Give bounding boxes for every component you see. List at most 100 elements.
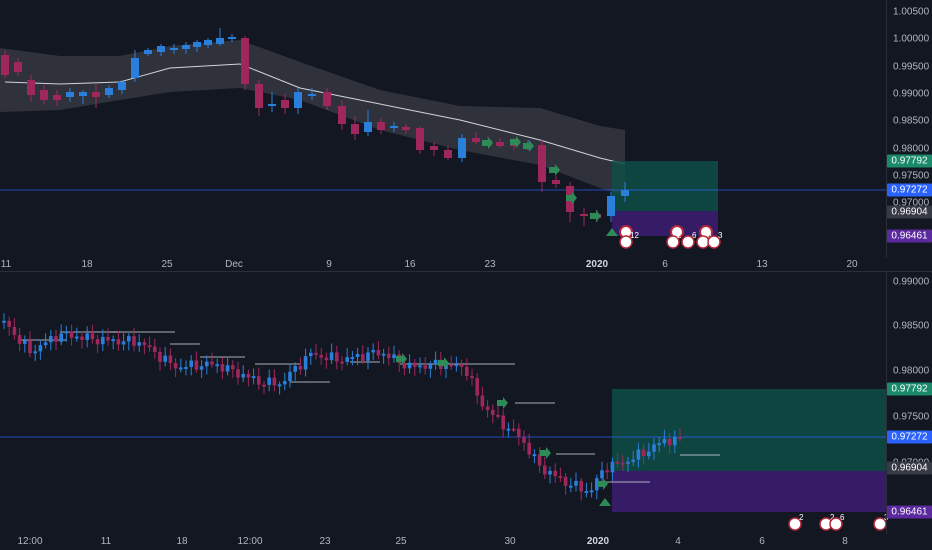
time-label: 6 (759, 536, 765, 547)
candle-body (335, 352, 339, 362)
time-label: 23 (319, 536, 331, 547)
candle-body (340, 361, 344, 364)
candle-body (673, 436, 677, 446)
candle-body (283, 381, 287, 385)
price-tick-label: 0.97000 (893, 197, 930, 209)
candle-body (621, 190, 629, 196)
price-tick-label: 1.00500 (893, 6, 930, 18)
candle-body (366, 352, 370, 361)
candle-body (387, 353, 391, 359)
calendar-event-icon (829, 517, 843, 531)
candle-body (303, 356, 308, 370)
candle-body (600, 470, 604, 479)
intraday-time-axis[interactable]: 12:00 11 18 12:00 23 25 30 2020 4 6 8 (0, 535, 886, 549)
signal-arrow-right (523, 140, 534, 152)
candle-body (1, 55, 9, 75)
candle-body (308, 94, 316, 96)
candle-body (189, 360, 193, 367)
candle-body (59, 333, 63, 342)
candle-body (351, 124, 359, 134)
time-label: 20 (846, 259, 858, 270)
calendar-event-icon (707, 235, 721, 249)
candle-body (605, 470, 609, 473)
candle-body (496, 142, 504, 146)
candle-body (53, 95, 61, 100)
time-label: 16 (404, 259, 416, 270)
candle-body (127, 336, 131, 342)
candle-body (459, 364, 464, 367)
profit-target-zone (612, 389, 886, 471)
candle-body (652, 444, 656, 452)
signal-arrow-right (396, 353, 407, 365)
signal-arrow-right (540, 447, 551, 459)
candle-body (168, 355, 173, 364)
candle-body (418, 365, 422, 368)
candle-body (522, 437, 526, 443)
candle-body (49, 336, 53, 343)
candle-body (105, 88, 113, 95)
candle-body (407, 362, 412, 369)
candle-body (27, 80, 35, 95)
candle-body (678, 436, 682, 439)
time-label: 12:00 (237, 536, 263, 547)
candle-body (163, 355, 167, 362)
candle-body (428, 364, 433, 369)
candle-body (552, 180, 560, 184)
candle-body (116, 339, 121, 345)
price-badge: 0.97792 (887, 154, 932, 168)
candle-body (491, 409, 495, 415)
price-badge: 0.97272 (887, 183, 932, 197)
time-label: 30 (504, 536, 516, 547)
daily-time-axis[interactable]: 11 18 25 Dec 9 16 23 2020 6 13 20 (0, 258, 886, 272)
candle-body (319, 354, 323, 358)
intraday-chart-pane[interactable]: 2263 0.990000.985000.980000.975000.97000… (0, 272, 932, 534)
candle-body (267, 377, 271, 385)
signal-arrow-up (606, 228, 618, 236)
candle-body (298, 365, 303, 370)
candle-body (364, 122, 372, 132)
pane-divider[interactable] (0, 271, 932, 272)
price-tick-label: 0.98000 (893, 143, 930, 155)
candle-body (90, 333, 95, 340)
time-label: 8 (842, 536, 848, 547)
candle-body (465, 366, 469, 377)
candle-body (23, 340, 27, 344)
moving-average-line (4, 63, 626, 165)
candle-body (95, 339, 100, 345)
time-label: 2020 (586, 536, 610, 547)
daily-candlestick-chart[interactable]: 12 2 6 6 3 (0, 0, 886, 258)
candle-body (402, 363, 407, 369)
candle-body (157, 46, 165, 52)
candle-body (277, 384, 282, 387)
candle-body (454, 364, 459, 367)
daily-chart-pane[interactable]: 12 2 6 6 3 1.00500 1.00000 0.99500 0.99000 0.985… (0, 0, 932, 258)
candle-body (64, 331, 69, 334)
price-tick-label: 0.98500 (893, 320, 930, 332)
event-count-label: 6 (840, 513, 845, 522)
intraday-candlestick-chart[interactable]: 2263 (0, 272, 889, 534)
candle-body (361, 353, 365, 361)
price-tick-label: 0.98500 (893, 115, 930, 127)
candle-body (204, 40, 212, 45)
candle-body (584, 491, 589, 494)
candle-body (173, 363, 178, 369)
candle-body (338, 106, 346, 124)
price-badge: 0.96904 (887, 205, 932, 219)
candle-body (532, 454, 537, 457)
candle-body (458, 138, 466, 158)
candle-body (268, 104, 276, 106)
candle-body (574, 480, 578, 486)
daily-price-axis[interactable] (886, 0, 932, 258)
candle-body (111, 339, 115, 342)
intraday-price-axis[interactable] (886, 272, 932, 534)
candle-body (390, 126, 398, 128)
calendar-event-icon (681, 235, 695, 249)
candle-body (496, 414, 500, 417)
candle-body (255, 84, 263, 108)
price-tick-label: 0.97500 (893, 170, 930, 182)
candle-body (215, 364, 219, 367)
candle-body (309, 352, 313, 357)
time-label: 23 (484, 259, 496, 270)
candle-body (236, 369, 240, 378)
signal-arrow-right (497, 397, 508, 409)
